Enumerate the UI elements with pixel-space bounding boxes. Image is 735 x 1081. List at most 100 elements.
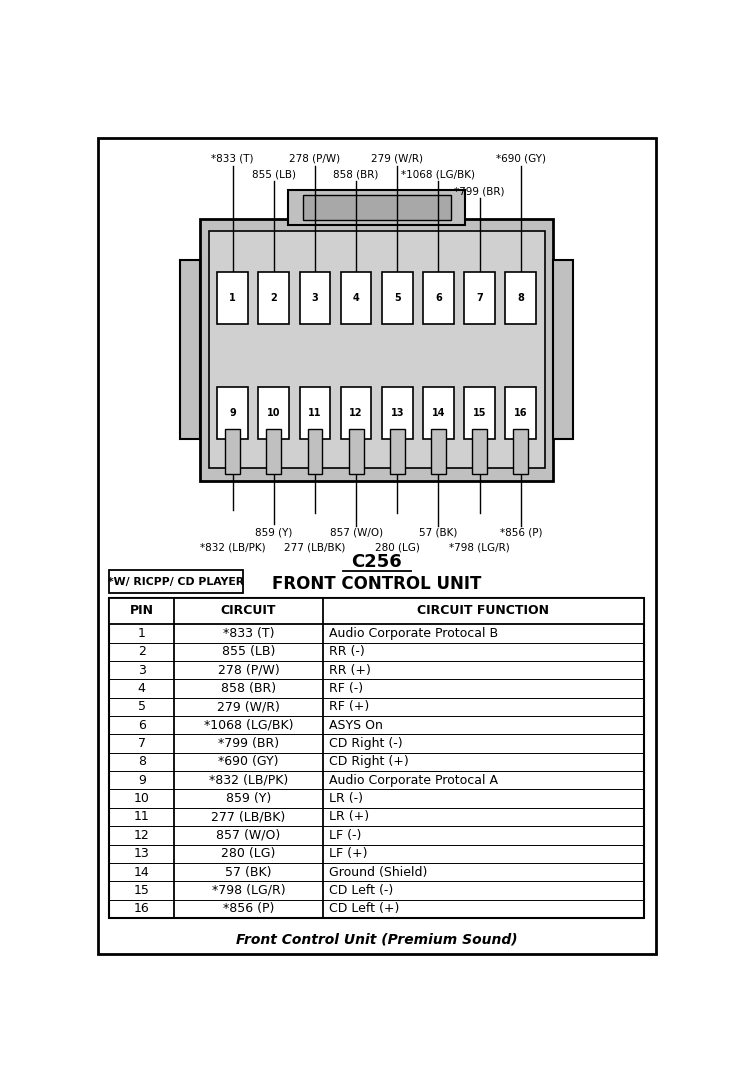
Text: 15: 15 bbox=[473, 409, 487, 418]
Text: 277 (LB/BK): 277 (LB/BK) bbox=[212, 811, 286, 824]
Text: *832 (LB/PK): *832 (LB/PK) bbox=[200, 543, 265, 552]
Text: *1068 (LG/BK): *1068 (LG/BK) bbox=[204, 719, 293, 732]
Text: *690 (GY): *690 (GY) bbox=[218, 756, 279, 769]
Text: *832 (LB/PK): *832 (LB/PK) bbox=[209, 774, 288, 787]
Text: 2: 2 bbox=[137, 645, 146, 658]
Text: 278 (P/W): 278 (P/W) bbox=[290, 154, 340, 163]
Text: 278 (P/W): 278 (P/W) bbox=[218, 664, 279, 677]
Text: *798 (LG/R): *798 (LG/R) bbox=[449, 543, 510, 552]
Bar bbox=[109, 598, 645, 624]
Text: CD Right (-): CD Right (-) bbox=[329, 737, 403, 750]
Text: *690 (GY): *690 (GY) bbox=[496, 154, 546, 163]
Bar bbox=[218, 272, 248, 323]
Bar bbox=[423, 272, 453, 323]
Text: *799 (BR): *799 (BR) bbox=[218, 737, 279, 750]
Text: 859 (Y): 859 (Y) bbox=[226, 792, 271, 805]
Text: *799 (BR): *799 (BR) bbox=[454, 186, 505, 197]
Text: 857 (W/O): 857 (W/O) bbox=[216, 829, 281, 842]
Bar bbox=[288, 190, 465, 226]
Text: CIRCUIT: CIRCUIT bbox=[220, 604, 276, 617]
Text: RF (-): RF (-) bbox=[329, 682, 364, 695]
Text: 858 (BR): 858 (BR) bbox=[334, 170, 379, 179]
Text: 3: 3 bbox=[137, 664, 146, 677]
Bar bbox=[382, 272, 412, 323]
Bar bbox=[259, 387, 289, 439]
Text: 15: 15 bbox=[134, 884, 150, 897]
Bar bbox=[180, 261, 200, 439]
Text: 279 (W/R): 279 (W/R) bbox=[217, 700, 280, 713]
Text: LR (+): LR (+) bbox=[329, 811, 370, 824]
Text: 2: 2 bbox=[270, 293, 277, 303]
Text: 12: 12 bbox=[349, 409, 363, 418]
Bar bbox=[266, 428, 282, 475]
Bar bbox=[303, 196, 451, 221]
Text: 7: 7 bbox=[137, 737, 146, 750]
Text: LF (+): LF (+) bbox=[329, 848, 368, 860]
Text: 855 (LB): 855 (LB) bbox=[222, 645, 275, 658]
Text: *1068 (LG/BK): *1068 (LG/BK) bbox=[401, 170, 476, 179]
Text: CIRCUIT FUNCTION: CIRCUIT FUNCTION bbox=[417, 604, 550, 617]
Text: *833 (T): *833 (T) bbox=[212, 154, 254, 163]
Bar bbox=[225, 428, 240, 475]
Text: Audio Corporate Protocal A: Audio Corporate Protocal A bbox=[329, 774, 498, 787]
Text: 277 (LB/BK): 277 (LB/BK) bbox=[284, 543, 345, 552]
Text: ASYS On: ASYS On bbox=[329, 719, 383, 732]
Text: Ground (Shield): Ground (Shield) bbox=[329, 866, 428, 879]
Bar bbox=[200, 218, 553, 481]
Bar bbox=[465, 387, 495, 439]
Text: 14: 14 bbox=[431, 409, 445, 418]
Bar bbox=[423, 387, 453, 439]
Text: RF (+): RF (+) bbox=[329, 700, 370, 713]
Bar bbox=[472, 428, 487, 475]
Text: 11: 11 bbox=[308, 409, 322, 418]
Text: CD Right (+): CD Right (+) bbox=[329, 756, 409, 769]
Text: *798 (LG/R): *798 (LG/R) bbox=[212, 884, 285, 897]
Text: RR (+): RR (+) bbox=[329, 664, 371, 677]
Text: 280 (LG): 280 (LG) bbox=[221, 848, 276, 860]
Bar bbox=[218, 387, 248, 439]
Text: 10: 10 bbox=[267, 409, 281, 418]
Text: 57 (BK): 57 (BK) bbox=[419, 528, 458, 537]
Text: *856 (P): *856 (P) bbox=[500, 528, 542, 537]
Bar bbox=[553, 261, 573, 439]
Text: 1: 1 bbox=[229, 293, 236, 303]
Text: 3: 3 bbox=[312, 293, 318, 303]
Text: 9: 9 bbox=[229, 409, 236, 418]
Text: 16: 16 bbox=[514, 409, 528, 418]
Bar bbox=[300, 387, 330, 439]
Text: 4: 4 bbox=[137, 682, 146, 695]
Text: 6: 6 bbox=[435, 293, 442, 303]
Text: 855 (LB): 855 (LB) bbox=[252, 170, 295, 179]
Text: 279 (W/R): 279 (W/R) bbox=[371, 154, 423, 163]
Text: 1: 1 bbox=[137, 627, 146, 640]
Text: 859 (Y): 859 (Y) bbox=[255, 528, 293, 537]
Text: 14: 14 bbox=[134, 866, 150, 879]
Text: 280 (LG): 280 (LG) bbox=[375, 543, 420, 552]
Text: 12: 12 bbox=[134, 829, 150, 842]
Text: *856 (P): *856 (P) bbox=[223, 903, 274, 916]
Bar bbox=[506, 272, 536, 323]
Text: 9: 9 bbox=[137, 774, 146, 787]
Bar bbox=[109, 598, 645, 918]
Bar bbox=[300, 272, 330, 323]
Bar bbox=[513, 428, 528, 475]
Text: LF (-): LF (-) bbox=[329, 829, 362, 842]
Text: Audio Corporate Protocal B: Audio Corporate Protocal B bbox=[329, 627, 498, 640]
Text: 8: 8 bbox=[517, 293, 524, 303]
Text: 16: 16 bbox=[134, 903, 150, 916]
Text: 8: 8 bbox=[137, 756, 146, 769]
Bar bbox=[259, 272, 289, 323]
Text: *833 (T): *833 (T) bbox=[223, 627, 274, 640]
Bar bbox=[109, 570, 243, 593]
Bar bbox=[390, 428, 405, 475]
Text: Front Control Unit (Premium Sound): Front Control Unit (Premium Sound) bbox=[236, 933, 517, 947]
Text: PIN: PIN bbox=[129, 604, 154, 617]
Bar bbox=[465, 272, 495, 323]
Text: FRONT CONTROL UNIT
(PREMIUM SOUND): FRONT CONTROL UNIT (PREMIUM SOUND) bbox=[272, 575, 481, 618]
Bar bbox=[341, 272, 371, 323]
Text: 13: 13 bbox=[390, 409, 404, 418]
Bar bbox=[348, 428, 364, 475]
Text: 857 (W/O): 857 (W/O) bbox=[329, 528, 383, 537]
Text: 6: 6 bbox=[137, 719, 146, 732]
Bar bbox=[431, 428, 446, 475]
